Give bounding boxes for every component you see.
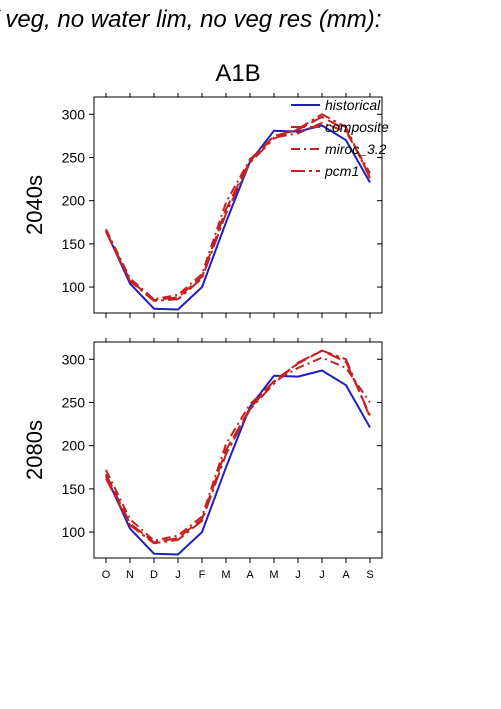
y-tick-label: 300: [62, 106, 86, 122]
y-tick-label: 150: [62, 236, 86, 252]
figure-title: f veg, no water lim, no veg res (mm):: [0, 6, 381, 33]
x-tick-label: N: [126, 569, 134, 581]
x-tick-label: M: [269, 569, 278, 581]
series-line-historical: [105, 369, 371, 556]
series-line-miroc-3-2: [105, 356, 371, 542]
y-tick-label: 250: [62, 149, 86, 165]
x-tick-label: O: [102, 569, 111, 581]
x-tick-label: M: [221, 569, 230, 581]
y-tick-label: 100: [62, 279, 86, 295]
y-tick-label: 100: [62, 524, 86, 540]
series-line-pcm1: [105, 349, 371, 545]
y-tick-label: 200: [62, 438, 86, 454]
x-tick-label: A: [246, 569, 254, 581]
legend-label: miroc_3.2: [325, 141, 387, 157]
panel-label: 2040s: [22, 175, 47, 235]
series-line-composite: [105, 349, 371, 544]
x-tick-label: J: [175, 569, 181, 581]
x-tick-label: J: [319, 569, 325, 581]
panel-label: 2080s: [22, 420, 47, 480]
x-tick-label: F: [199, 569, 206, 581]
panel-2040s: 100 150 200 250 300 2040s historical composite m…: [22, 93, 389, 318]
series-line-pcm1: [105, 113, 371, 302]
legend-label: historical: [325, 97, 381, 113]
x-tick-label: D: [150, 569, 158, 581]
scenario-title: A1B: [215, 60, 260, 87]
plot-frame: [93, 341, 383, 559]
y-tick-label: 250: [62, 394, 86, 410]
series-line-miroc-3-2: [105, 121, 371, 301]
panel-2080s: 100 150 200 250 300 O N D J F M A M J J A S 2080s: [22, 338, 383, 581]
plot-frame: [93, 96, 383, 314]
series-line-historical: [105, 124, 371, 311]
x-tick-label: J: [295, 569, 301, 581]
y-tick-label: 200: [62, 193, 86, 209]
x-tick-label: A: [342, 569, 350, 581]
y-tick-label: 300: [62, 351, 86, 367]
legend-label: composite: [325, 119, 389, 135]
x-tick-label: S: [366, 569, 373, 581]
legend-label: pcm1: [324, 163, 359, 179]
y-tick-label: 150: [62, 481, 86, 497]
